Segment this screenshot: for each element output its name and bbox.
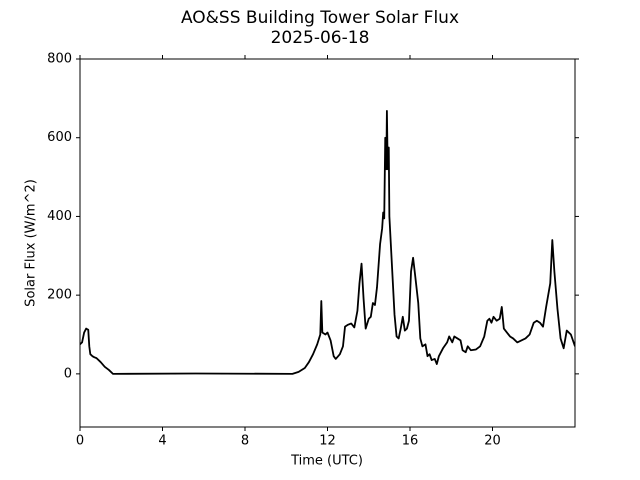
- x-tick-label: 4: [158, 434, 166, 449]
- x-tick-label: 12: [319, 434, 336, 449]
- y-tick-label: 800: [47, 52, 72, 67]
- y-tick-label: 400: [47, 209, 72, 224]
- x-tick-label: 16: [402, 434, 419, 449]
- chart-subtitle: 2025-06-18: [271, 28, 370, 48]
- x-tick-label: 8: [241, 434, 249, 449]
- y-tick-label: 600: [47, 130, 72, 145]
- y-axis-label: Solar Flux (W/m^2): [24, 179, 39, 307]
- y-tick-label: 200: [47, 288, 72, 303]
- x-tick-label: 0: [76, 434, 84, 449]
- y-tick-label: 0: [64, 366, 72, 381]
- plot-frame: [79, 58, 576, 428]
- line-series: [80, 110, 575, 375]
- x-tick-label: 20: [484, 434, 501, 449]
- x-axis-label: Time (UTC): [290, 454, 363, 469]
- chart-title: AO&SS Building Tower Solar Flux: [181, 8, 459, 28]
